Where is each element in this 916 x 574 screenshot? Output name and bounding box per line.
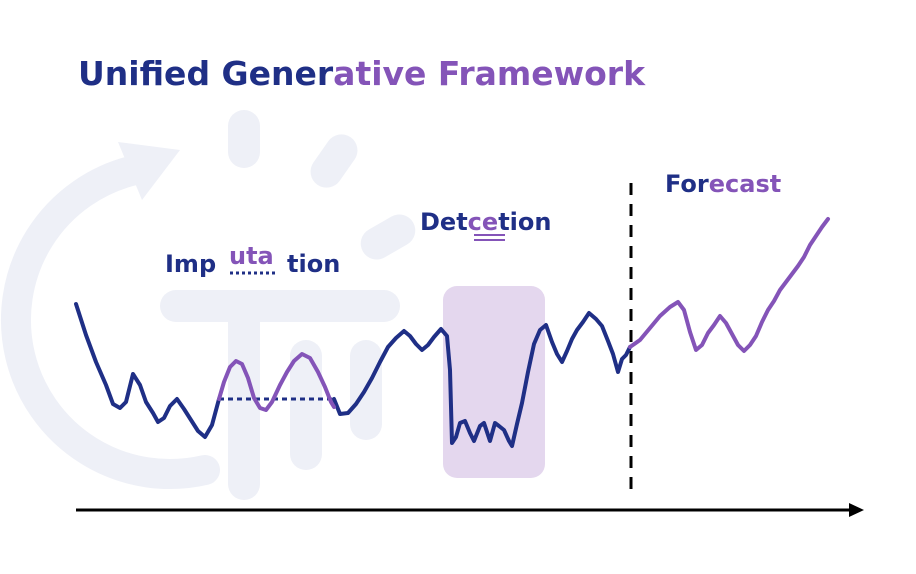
forecast-label: Forecast	[665, 170, 781, 198]
imputation-label-part3: tion	[287, 250, 340, 278]
detection-label-text: Detcetion	[420, 208, 551, 236]
series-segment-imputed	[217, 352, 336, 412]
detection-highlight-box	[443, 286, 545, 478]
series-segment-forecast	[628, 217, 830, 353]
imputation-label-part2: uta	[229, 242, 274, 270]
axis-arrowhead	[849, 503, 864, 517]
series-segment-observed-2	[332, 311, 632, 448]
detection-label: Detcetion	[420, 208, 551, 241]
imputation-label-part1: Imp	[165, 250, 216, 278]
cycle-arrow-icon	[0, 110, 416, 500]
series-segment-observed-1	[74, 302, 221, 439]
diagram-title: Unified Generative Framework	[78, 54, 646, 93]
imputation-label: Imp uta tion	[165, 242, 340, 278]
